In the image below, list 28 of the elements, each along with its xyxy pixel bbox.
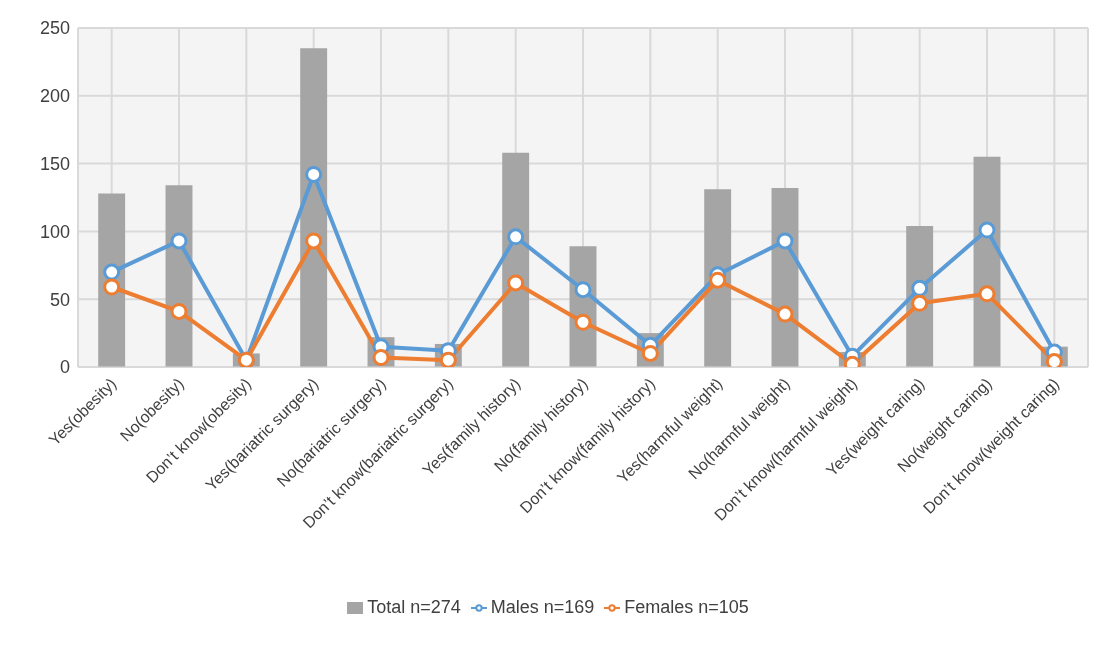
bar [300,48,328,367]
point [574,281,592,299]
y-tick-label: 50 [49,289,70,310]
point [305,165,323,183]
point [507,274,525,292]
point [776,232,794,250]
point [574,313,592,331]
point [911,294,929,312]
y-tick-label: 250 [39,18,70,39]
legend-label: Males n=169 [490,597,595,617]
legend-label: Females n=105 [624,597,749,617]
point [170,302,188,320]
y-tick-label: 150 [39,153,70,174]
point [103,263,121,281]
point [911,279,929,297]
bar [704,189,732,367]
y-tick-label: 200 [39,86,70,107]
point [709,271,727,289]
legend-label: Total n=274 [367,597,461,617]
point [305,232,323,250]
point [170,232,188,250]
y-tick-label: 100 [39,221,70,242]
point [103,278,121,296]
point [507,228,525,246]
point [978,285,996,303]
point [978,221,996,239]
y-tick-label: 0 [59,357,70,378]
point [776,305,794,323]
